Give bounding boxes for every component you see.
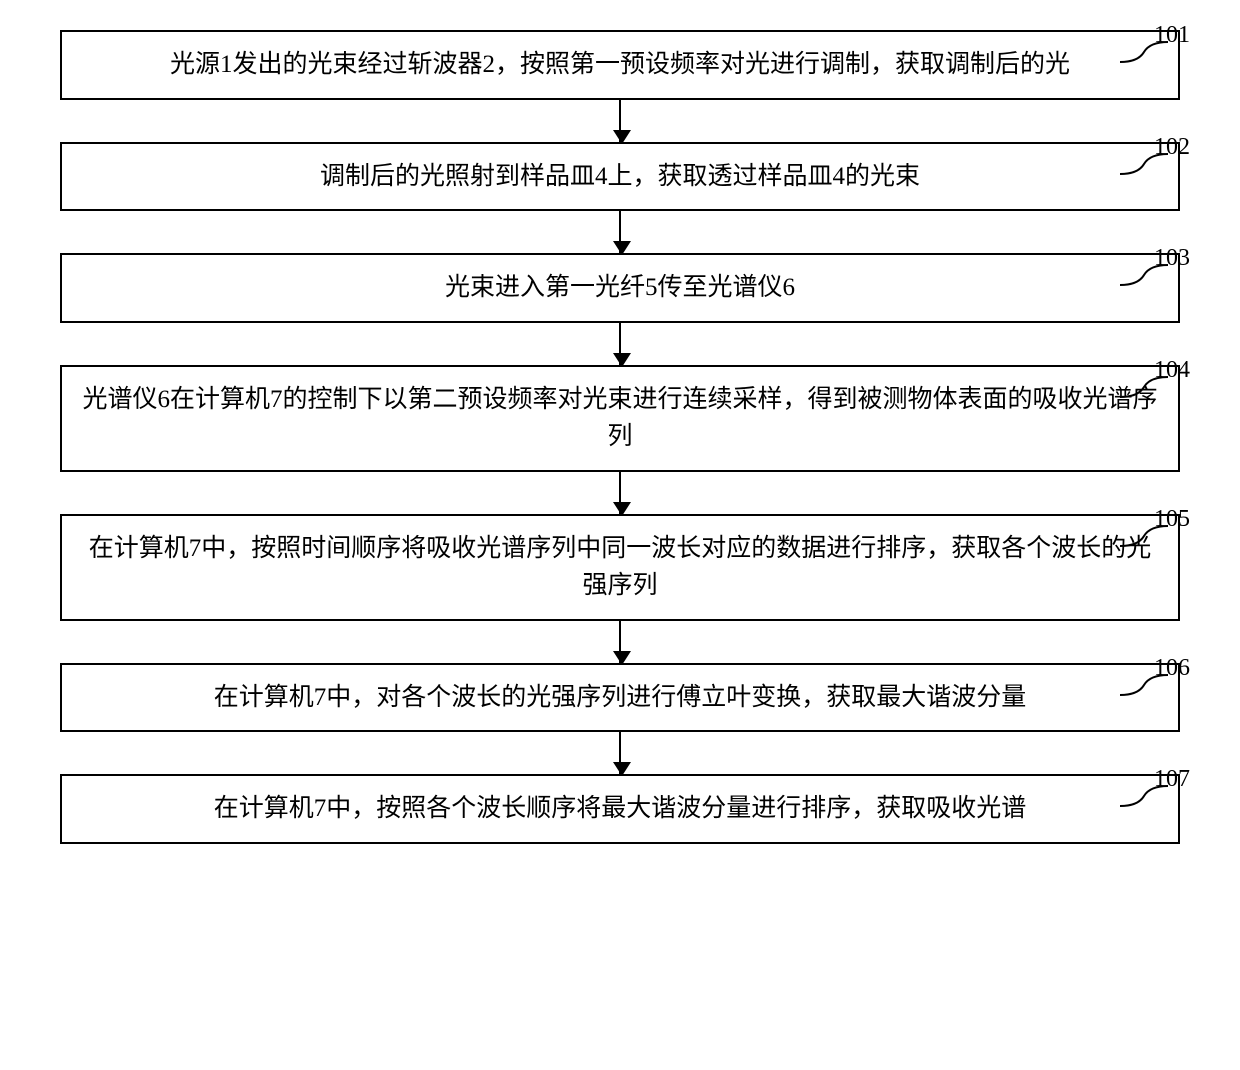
step-text-102: 调制后的光照射到样品皿4上，获取透过样品皿4的光束 [320, 163, 920, 190]
step-label-103: 103 [1154, 245, 1190, 272]
arrow-6 [619, 732, 621, 774]
step-wrapper-101: 101 光源1发出的光束经过斩波器2，按照第一预设频率对光进行调制，获取调制后的… [40, 30, 1200, 100]
step-label-106: 106 [1154, 655, 1190, 682]
arrow-5 [619, 621, 621, 663]
step-wrapper-107: 107 在计算机7中，按照各个波长顺序将最大谐波分量进行排序，获取吸收光谱 [40, 774, 1200, 844]
step-text-104: 光谱仪6在计算机7的控制下以第二预设频率对光束进行连续采样，得到被测物体表面的吸… [82, 386, 1157, 451]
step-box-101: 光源1发出的光束经过斩波器2，按照第一预设频率对光进行调制，获取调制后的光 [60, 30, 1180, 100]
step-text-107: 在计算机7中，按照各个波长顺序将最大谐波分量进行排序，获取吸收光谱 [214, 795, 1027, 822]
step-wrapper-105: 105 在计算机7中，按照时间顺序将吸收光谱序列中同一波长对应的数据进行排序，获… [40, 514, 1200, 621]
step-wrapper-102: 102 调制后的光照射到样品皿4上，获取透过样品皿4的光束 [40, 142, 1200, 212]
step-text-106: 在计算机7中，对各个波长的光强序列进行傅立叶变换，获取最大谐波分量 [214, 684, 1027, 711]
step-label-107: 107 [1154, 766, 1190, 793]
step-label-105: 105 [1154, 506, 1190, 533]
arrow-2 [619, 211, 621, 253]
step-box-104: 光谱仪6在计算机7的控制下以第二预设频率对光束进行连续采样，得到被测物体表面的吸… [60, 365, 1180, 472]
arrow-3 [619, 323, 621, 365]
flowchart-container: 101 光源1发出的光束经过斩波器2，按照第一预设频率对光进行调制，获取调制后的… [40, 30, 1200, 844]
step-wrapper-106: 106 在计算机7中，对各个波长的光强序列进行傅立叶变换，获取最大谐波分量 [40, 663, 1200, 733]
step-box-106: 在计算机7中，对各个波长的光强序列进行傅立叶变换，获取最大谐波分量 [60, 663, 1180, 733]
step-box-107: 在计算机7中，按照各个波长顺序将最大谐波分量进行排序，获取吸收光谱 [60, 774, 1180, 844]
step-label-104: 104 [1154, 357, 1190, 384]
step-box-103: 光束进入第一光纤5传至光谱仪6 [60, 253, 1180, 323]
step-label-102: 102 [1154, 134, 1190, 161]
step-text-103: 光束进入第一光纤5传至光谱仪6 [445, 274, 795, 301]
arrow-4 [619, 472, 621, 514]
step-text-101: 光源1发出的光束经过斩波器2，按照第一预设频率对光进行调制，获取调制后的光 [170, 51, 1070, 78]
step-wrapper-103: 103 光束进入第一光纤5传至光谱仪6 [40, 253, 1200, 323]
step-text-105: 在计算机7中，按照时间顺序将吸收光谱序列中同一波长对应的数据进行排序，获取各个波… [89, 535, 1152, 600]
step-box-102: 调制后的光照射到样品皿4上，获取透过样品皿4的光束 [60, 142, 1180, 212]
step-box-105: 在计算机7中，按照时间顺序将吸收光谱序列中同一波长对应的数据进行排序，获取各个波… [60, 514, 1180, 621]
step-wrapper-104: 104 光谱仪6在计算机7的控制下以第二预设频率对光束进行连续采样，得到被测物体… [40, 365, 1200, 472]
step-label-101: 101 [1154, 22, 1190, 49]
arrow-1 [619, 100, 621, 142]
